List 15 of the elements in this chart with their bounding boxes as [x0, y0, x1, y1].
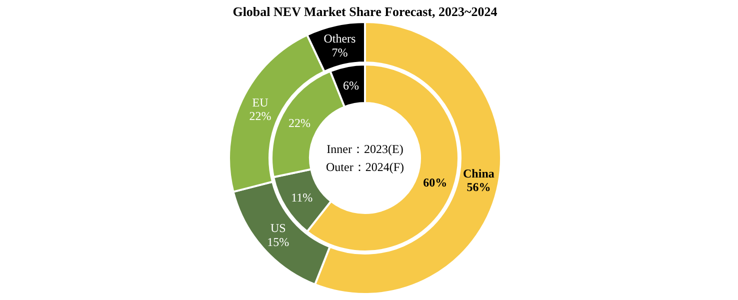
- slice-label: EU: [252, 95, 269, 110]
- data-label: 15%: [267, 234, 290, 249]
- data-label: 22%: [288, 116, 311, 130]
- chart-title: Global NEV Market Share Forecast, 2023~2024: [232, 4, 498, 19]
- text: Outer：2024(F): [326, 160, 404, 174]
- data-label: 7%: [332, 45, 348, 60]
- data-label: 56%: [466, 180, 491, 194]
- data-label: 6%: [342, 78, 359, 92]
- slice-label: China: [463, 166, 494, 180]
- data-label: 11%: [291, 190, 313, 204]
- data-label: 60%: [423, 175, 448, 190]
- text: Inner：2023(E): [326, 142, 404, 156]
- slice-label: US: [270, 221, 286, 236]
- data-label: 22%: [249, 109, 272, 124]
- slice-label: Others: [324, 32, 356, 46]
